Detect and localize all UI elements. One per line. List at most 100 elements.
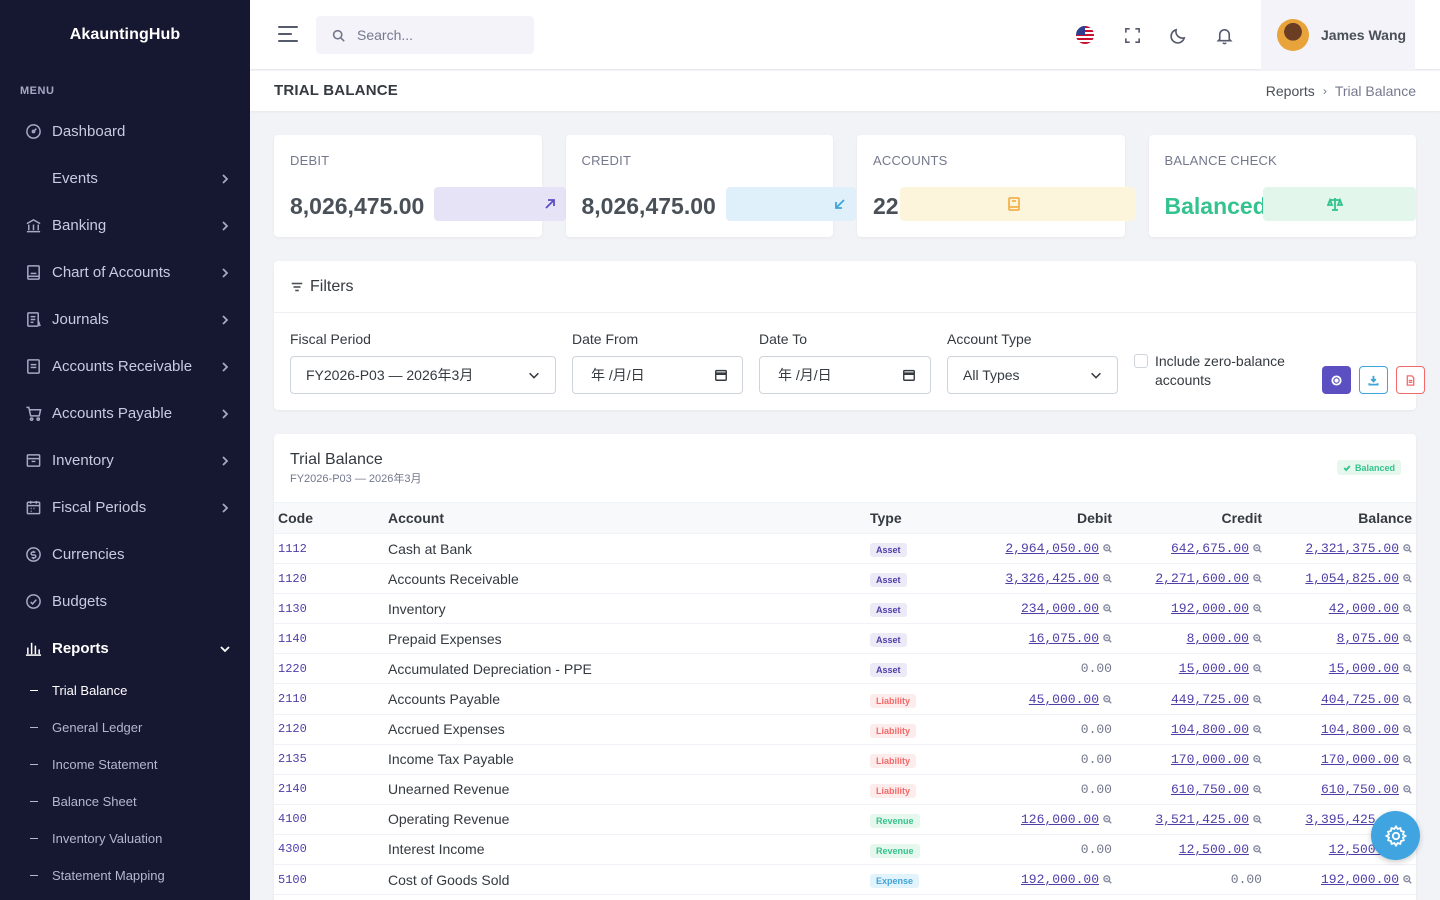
calendar-icon[interactable] (714, 368, 728, 382)
apply-filter-button[interactable] (1322, 366, 1351, 394)
sidebar-item-currencies[interactable]: Currencies (0, 531, 250, 578)
account-type-select[interactable]: All Types (947, 356, 1118, 394)
sidebar-item-label: Chart of Accounts (52, 264, 171, 281)
breadcrumb-reports[interactable]: Reports (1265, 83, 1315, 99)
amount-balance-link[interactable]: 15,000.00 (1328, 661, 1399, 677)
fullscreen-icon[interactable] (1121, 24, 1143, 46)
column-header-type[interactable]: Type (870, 510, 902, 526)
sidebar-subitem-label: Balance Sheet (52, 794, 137, 809)
sidebar-subitem-income-statement[interactable]: Income Statement (0, 746, 250, 783)
moon-icon[interactable] (1167, 24, 1189, 46)
sidebar-subitem-statement-mapping[interactable]: Statement Mapping (0, 857, 250, 894)
user-name: James Wang (1321, 27, 1407, 43)
amount-credit-link[interactable]: 449,725.00 (1170, 691, 1249, 707)
export-pdf-button[interactable] (1396, 366, 1425, 394)
sidebar-item-dashboard[interactable]: Dashboard (0, 108, 250, 155)
amount-balance-link[interactable]: 170,000.00 (1320, 751, 1399, 767)
menu-icon[interactable] (278, 26, 298, 44)
table-row: 1112 Cash at Bank Asset 2,964,050.00 642,675… (274, 534, 1416, 564)
amount-credit-link[interactable]: 3,521,425.00 (1155, 811, 1249, 827)
amount-balance-link[interactable]: 42,000.00 (1328, 601, 1399, 617)
sidebar-item-accounts-receivable[interactable]: Accounts Receivable (0, 343, 250, 390)
amount-debit-link[interactable]: 3,326,425.00 (1005, 571, 1099, 587)
account-type-badge: Asset (870, 603, 907, 618)
amount-credit-link[interactable]: 12,500.00 (1178, 841, 1249, 857)
amount-debit-link[interactable]: 192,000.00 (1020, 872, 1099, 888)
zoom-icon (1403, 664, 1412, 674)
sidebar-subitem-balance-sheet[interactable]: Balance Sheet (0, 783, 250, 820)
column-header-code[interactable]: Code (278, 510, 313, 526)
date-from-value: 年 /月/日 (591, 367, 645, 383)
date-to-input[interactable]: 年 /月/日 (759, 356, 931, 394)
amount-balance-link[interactable]: 8,075.00 (1336, 631, 1399, 647)
export-excel-button[interactable] (1359, 366, 1388, 394)
account-code[interactable]: 2120 (278, 722, 307, 737)
amount-balance-link[interactable]: 404,725.00 (1320, 691, 1399, 707)
amount-debit-link[interactable]: 2,964,050.00 (1005, 541, 1099, 557)
amount-credit-link[interactable]: 8,000.00 (1186, 631, 1249, 647)
sidebar-item-banking[interactable]: Banking (0, 202, 250, 249)
sidebar-item-chart-of-accounts[interactable]: Chart of Accounts (0, 249, 250, 296)
search-input[interactable] (357, 27, 517, 43)
sidebar-item-label: Events (52, 170, 98, 187)
zoom-icon (1403, 544, 1412, 553)
amount-balance-link[interactable]: 610,750.00 (1320, 781, 1399, 797)
sidebar-subitem-trial-balance[interactable]: Trial Balance (0, 672, 250, 709)
amount-credit-link[interactable]: 15,000.00 (1178, 661, 1249, 677)
account-code[interactable]: 5100 (278, 872, 307, 887)
amount-debit: 0.00 (1080, 751, 1112, 767)
account-code[interactable]: 1140 (278, 631, 307, 646)
amount-debit-link[interactable]: 234,000.00 (1020, 601, 1099, 617)
account-code[interactable]: 1120 (278, 571, 307, 586)
sidebar-item-label: Accounts Payable (52, 405, 173, 422)
zoom-icon (1403, 724, 1412, 734)
account-code[interactable]: 2110 (278, 692, 307, 707)
sidebar-item-events[interactable]: Events (0, 155, 250, 202)
sidebar-item-accounts-payable[interactable]: Accounts Payable (0, 390, 250, 437)
amount-credit-link[interactable]: 104,800.00 (1170, 721, 1249, 737)
bell-icon[interactable] (1213, 24, 1235, 46)
amount-credit-link[interactable]: 192,000.00 (1170, 601, 1249, 617)
sidebar-item-budgets[interactable]: Budgets (0, 578, 250, 625)
gear-icon (1384, 824, 1407, 847)
search-box[interactable] (316, 16, 534, 54)
sidebar-item-reports[interactable]: Reports (0, 625, 250, 672)
sidebar-subitem-general-ledger[interactable]: General Ledger (0, 709, 250, 746)
brand-logo[interactable]: AkauntingHub (69, 26, 181, 43)
amount-credit-link[interactable]: 2,271,600.00 (1155, 571, 1249, 587)
settings-fab-button[interactable] (1371, 811, 1420, 860)
column-header-account[interactable]: Account (388, 510, 444, 526)
date-from-input[interactable]: 年 /月/日 (572, 356, 743, 394)
amount-balance-link[interactable]: 1,054,825.00 (1305, 571, 1399, 587)
fiscal-period-select[interactable]: FY2026-P03 — 2026年3月 (290, 356, 556, 394)
sidebar-item-journals[interactable]: Journals (0, 296, 250, 343)
column-header-debit[interactable]: Debit (1077, 510, 1112, 526)
amount-credit-link[interactable]: 610,750.00 (1170, 781, 1249, 797)
sidebar-item-inventory[interactable]: Inventory (0, 437, 250, 484)
amount-debit-link[interactable]: 45,000.00 (1028, 691, 1099, 707)
amount-debit-link[interactable]: 126,000.00 (1020, 811, 1099, 827)
amount-balance-link[interactable]: 192,000.00 (1320, 872, 1399, 888)
calendar-icon[interactable] (902, 368, 916, 382)
amount-debit-link[interactable]: 16,075.00 (1028, 631, 1099, 647)
sidebar-item-fiscal-periods[interactable]: Fiscal Periods (0, 484, 250, 531)
amount-credit-link[interactable]: 642,675.00 (1170, 541, 1249, 557)
account-code[interactable]: 4300 (278, 842, 307, 857)
account-code[interactable]: 1220 (278, 661, 307, 676)
amount-credit-link[interactable]: 170,000.00 (1170, 751, 1249, 767)
us-flag-icon[interactable] (1076, 26, 1094, 44)
zero-balance-checkbox[interactable] (1134, 354, 1148, 368)
account-code[interactable]: 1130 (278, 601, 307, 616)
account-code[interactable]: 2140 (278, 782, 307, 797)
amount-balance-link[interactable]: 2,321,375.00 (1305, 541, 1399, 557)
sidebar-subitem-inventory-valuation[interactable]: Inventory Valuation (0, 820, 250, 857)
account-code[interactable]: 4100 (278, 812, 307, 827)
table-row: 1220 Accumulated Depreciation - PPE Asset 0… (274, 654, 1416, 684)
account-code[interactable]: 1112 (278, 541, 307, 556)
zero-balance-label[interactable]: Include zero-balance accounts (1155, 353, 1285, 388)
account-code[interactable]: 2135 (278, 752, 307, 767)
amount-balance-link[interactable]: 104,800.00 (1320, 721, 1399, 737)
column-header-balance[interactable]: Balance (1358, 510, 1412, 526)
column-header-credit[interactable]: Credit (1221, 510, 1262, 526)
user-menu[interactable]: James Wang (1261, 0, 1415, 70)
